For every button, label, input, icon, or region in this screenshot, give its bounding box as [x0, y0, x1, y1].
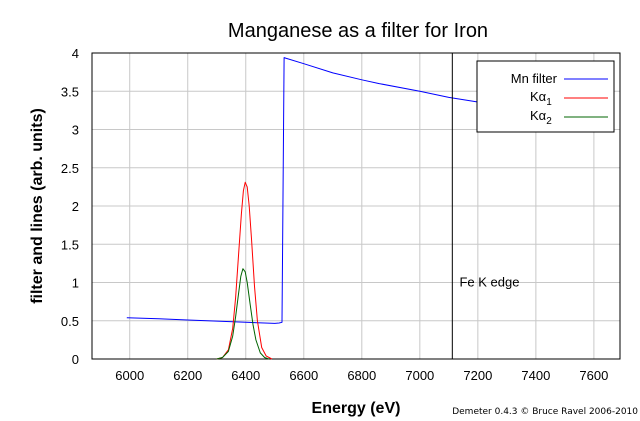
legend-box	[476, 60, 615, 133]
y-tick-label: 1.5	[61, 237, 79, 252]
legend-label-ka2: Kα2	[530, 108, 552, 127]
y-tick-label: 0.5	[61, 314, 79, 329]
legend-label-ka1: Kα1	[530, 89, 552, 108]
y-tick-label: 2.5	[61, 161, 79, 176]
x-axis-label: Energy (eV)	[312, 400, 401, 417]
x-tick-label: 6600	[289, 368, 318, 383]
x-tick-label: 6400	[231, 368, 260, 383]
series-mn-filter	[126, 57, 537, 324]
annotation-fe-k-edge: Fe K edge	[459, 274, 519, 289]
chart-title: Manganese as a filter for Iron	[228, 20, 488, 42]
x-tick-label: 7600	[579, 368, 608, 383]
x-tick-label: 6000	[115, 368, 144, 383]
legend-label-ka2-sub: 2	[546, 116, 552, 127]
x-tick-label: 6800	[347, 368, 376, 383]
legend: Mn filter Kα1 Kα2	[476, 60, 615, 133]
y-tick-label: 3	[72, 123, 79, 138]
y-axis-label: filter and lines (arb. units)	[29, 108, 46, 304]
x-tick-label: 6200	[173, 368, 202, 383]
x-tick-label: 7000	[405, 368, 434, 383]
series-group	[126, 57, 537, 360]
legend-label-ka2-main: Kα	[530, 108, 547, 123]
legend-label-ka1-main: Kα	[530, 89, 547, 104]
series-ka2	[216, 268, 270, 360]
legend-label-mn-filter: Mn filter	[511, 71, 558, 86]
legend-label-ka1-sub: 1	[546, 97, 552, 108]
plot-frame	[91, 52, 621, 360]
axis-ticks: 6000 6200 6400 6600 6800 7000 7200 7400 7600 0 0.5…	[61, 46, 608, 383]
series-ka1	[216, 181, 273, 360]
y-tick-label: 3.5	[61, 84, 79, 99]
y-tick-label: 0	[72, 352, 79, 367]
y-tick-label: 4	[72, 46, 79, 61]
x-tick-label: 7400	[521, 368, 550, 383]
credit-text: Demeter 0.4.3 © Bruce Ravel 2006-2010	[452, 407, 638, 417]
y-tick-label: 1	[72, 276, 79, 291]
x-tick-label: 7200	[463, 368, 492, 383]
y-tick-label: 2	[72, 199, 79, 214]
